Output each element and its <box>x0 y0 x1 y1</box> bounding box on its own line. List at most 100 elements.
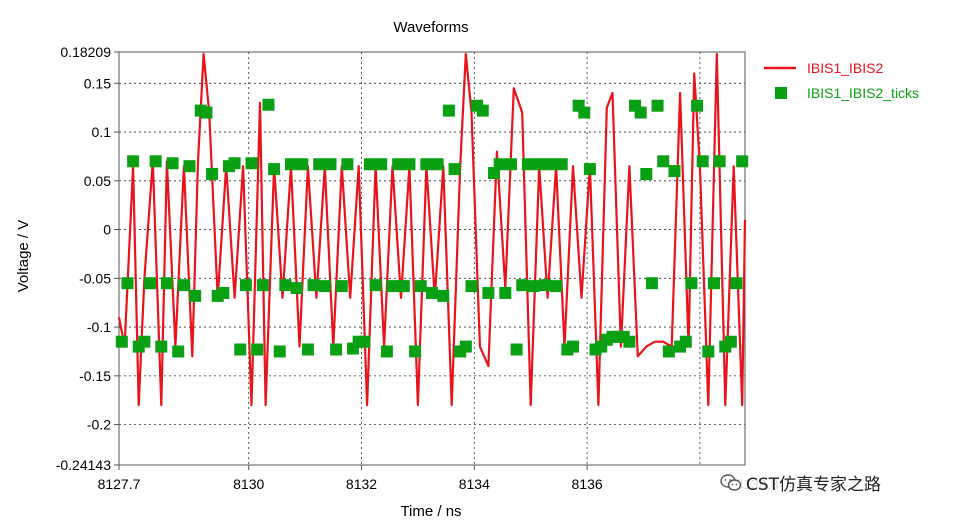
tick-marker <box>645 277 658 290</box>
tick-marker <box>290 282 303 295</box>
tick-marker <box>702 345 715 358</box>
tick-marker <box>707 277 720 290</box>
tick-marker <box>668 165 681 178</box>
tick-marker <box>420 158 433 171</box>
x-tick-label: 8132 <box>346 476 377 492</box>
tick-marker <box>544 158 557 171</box>
tick-marker <box>679 335 692 348</box>
tick-marker <box>279 279 292 292</box>
y-axis: 0.18209 0.15 0.1 0.05 0 -0.05 -0.1 -0.15 -0.2 -0.… <box>56 44 119 473</box>
tick-marker <box>550 280 563 293</box>
tick-marker <box>183 160 196 173</box>
tick-marker <box>386 280 399 293</box>
tick-marker <box>516 279 529 292</box>
series-line-ibis1-ibis2 <box>117 52 747 407</box>
tick-marker <box>651 99 664 112</box>
tick-marker <box>251 343 264 356</box>
tick-marker <box>358 335 371 348</box>
y-tick-label: 0.15 <box>84 75 111 91</box>
tick-marker <box>115 335 128 348</box>
tick-marker <box>493 158 506 171</box>
chart-title: Waveforms <box>393 19 468 36</box>
y-tick-label: -0.2 <box>87 417 111 433</box>
tick-marker <box>155 340 168 353</box>
tick-marker <box>538 279 551 292</box>
tick-marker <box>228 157 241 170</box>
series-layer <box>115 52 749 407</box>
legend-label-markers: IBIS1_IBIS2_ticks <box>807 85 919 101</box>
tick-marker <box>200 106 213 119</box>
y-tick-label: -0.05 <box>79 270 111 286</box>
tick-marker <box>657 155 670 168</box>
tick-marker <box>313 158 326 171</box>
tick-marker <box>414 280 427 293</box>
tick-marker <box>177 279 190 292</box>
tick-marker <box>335 280 348 293</box>
tick-marker <box>217 286 230 299</box>
tick-marker <box>234 343 247 356</box>
x-tick-label: 8130 <box>233 476 264 492</box>
tick-marker <box>566 340 579 353</box>
y-axis-label: Voltage / V <box>15 220 32 293</box>
tick-marker <box>149 155 162 168</box>
tick-marker <box>448 163 461 176</box>
tick-marker <box>724 335 737 348</box>
tick-marker <box>239 279 252 292</box>
tick-marker <box>380 345 393 358</box>
tick-marker <box>521 158 534 171</box>
x-axis: 8127.781308132813481368138.8 <box>98 465 779 492</box>
tick-marker <box>324 158 337 171</box>
y-tick-label: 0.18209 <box>60 44 111 60</box>
tick-marker <box>736 155 749 168</box>
tick-marker <box>138 335 151 348</box>
tick-marker <box>634 106 647 119</box>
tick-marker <box>555 158 568 171</box>
wechat-icon <box>720 473 742 492</box>
tick-marker <box>160 277 173 290</box>
tick-marker <box>245 157 258 170</box>
x-tick-label: 8134 <box>459 476 490 492</box>
tick-marker <box>691 99 704 112</box>
tick-marker <box>409 345 422 358</box>
y-tick-label: -0.24143 <box>56 457 111 473</box>
tick-marker <box>730 277 743 290</box>
y-tick-label: 0.05 <box>84 173 111 189</box>
tick-marker <box>268 163 281 176</box>
legend-marker-swatch <box>775 87 787 99</box>
tick-marker <box>166 157 179 170</box>
x-axis-label: Time / ns <box>400 503 461 520</box>
y-tick-label: -0.1 <box>87 319 111 335</box>
tick-marker <box>442 104 455 117</box>
y-tick-label: -0.15 <box>79 368 111 384</box>
x-tick-label: 8127.7 <box>98 476 141 492</box>
legend-label-line: IBIS1_IBIS2 <box>807 60 883 76</box>
tick-marker <box>510 343 523 356</box>
y-tick-label: 0 <box>103 222 111 238</box>
tick-marker <box>578 106 591 119</box>
tick-marker <box>397 280 410 293</box>
grid-lines <box>118 52 745 465</box>
legend: IBIS1_IBIS2 IBIS1_IBIS2_ticks <box>764 60 919 101</box>
tick-marker <box>307 279 320 292</box>
tick-marker <box>623 335 636 348</box>
tick-marker <box>527 280 540 293</box>
tick-marker <box>172 345 185 358</box>
tick-marker <box>685 277 698 290</box>
tick-marker <box>262 98 275 111</box>
tick-marker <box>127 155 140 168</box>
tick-marker <box>476 104 489 117</box>
tick-marker <box>285 158 298 171</box>
tick-marker <box>296 158 309 171</box>
tick-marker <box>273 345 286 358</box>
tick-marker <box>206 167 219 180</box>
tick-marker <box>533 158 546 171</box>
tick-marker <box>583 163 596 176</box>
tick-marker <box>392 158 405 171</box>
tick-marker <box>256 279 269 292</box>
tick-marker <box>465 280 478 293</box>
tick-marker <box>375 158 388 171</box>
tick-marker <box>144 277 157 290</box>
tick-marker <box>713 155 726 168</box>
watermark-text: CST仿真专家之路 <box>746 475 882 495</box>
